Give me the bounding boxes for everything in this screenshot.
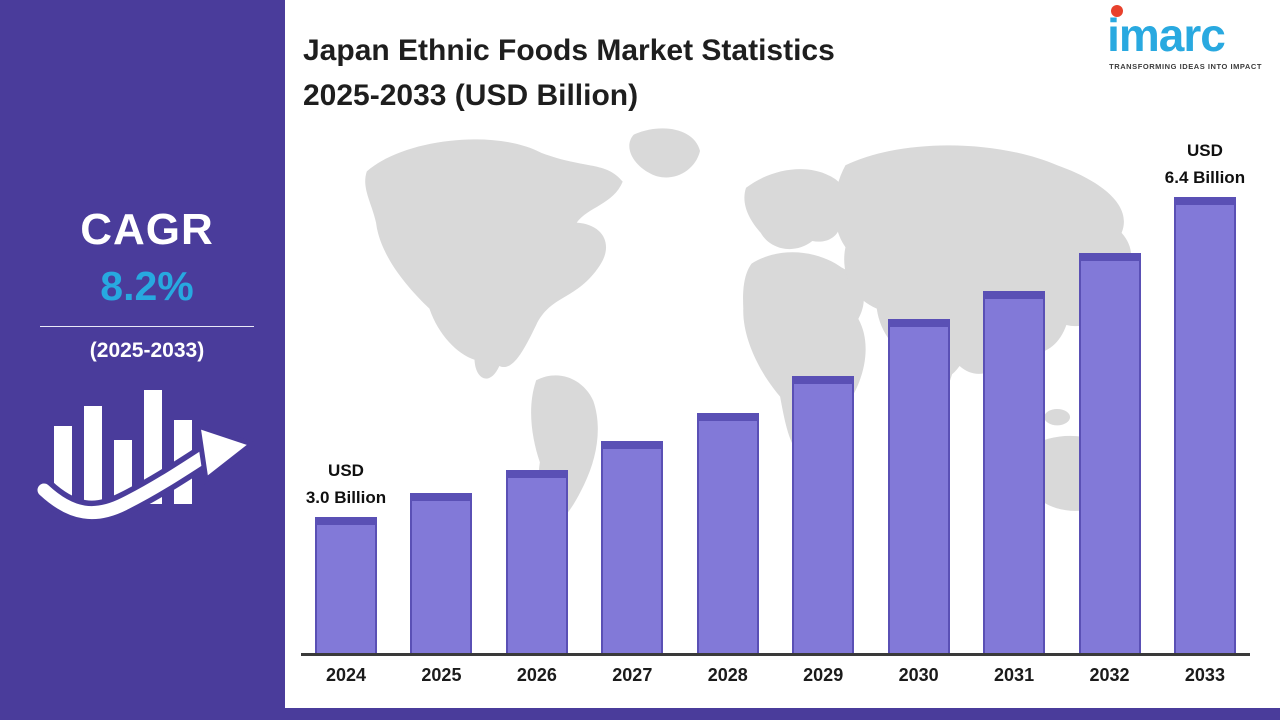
imarc-logo-dot — [1111, 5, 1124, 17]
bar-2024 — [315, 517, 377, 653]
bar-2031 — [983, 291, 1046, 653]
imarc-wordmark: imarc — [1107, 5, 1226, 61]
x-axis-line — [301, 653, 1250, 656]
x-axis-labels: 2024 2025 2026 2027 2028 2029 2030 2031 2032 2033 — [301, 665, 1250, 686]
bar-top-edge — [985, 293, 1044, 299]
bar-2032 — [1078, 253, 1141, 653]
page-title: Japan Ethnic Foods Market Statistics 202… — [303, 28, 835, 118]
x-axis-label: 2026 — [516, 665, 557, 685]
bar-column — [792, 376, 855, 653]
chart-panel: Japan Ethnic Foods Market Statistics 202… — [285, 0, 1280, 720]
bar-top-edge — [1080, 255, 1139, 261]
title-line-1: Japan Ethnic Foods Market Statistics — [303, 34, 835, 67]
bar-column — [887, 319, 950, 653]
x-axis-label: 2030 — [898, 665, 939, 685]
bar-column — [983, 291, 1046, 653]
title-line-2: 2025-2033 (USD Billion) — [303, 79, 639, 112]
bar-column — [696, 413, 759, 653]
bar-value-label: USD 3.0 Billion — [305, 461, 387, 507]
bottom-accent-strip — [285, 708, 1280, 720]
cagr-value: 8.2% — [100, 263, 194, 309]
bar-chart: USD 3.0 Billion USD 6.4 Billion 2024 2025 202… — [301, 141, 1250, 686]
bar-2025 — [410, 493, 473, 653]
cagr-period: (2025-2033) — [89, 339, 205, 362]
bar-2030 — [887, 319, 950, 653]
cagr-divider — [40, 326, 254, 327]
cagr-label: CAGR — [80, 205, 214, 254]
bar-top-edge — [698, 415, 757, 421]
bar-2026 — [505, 470, 568, 653]
bar-top-edge — [889, 321, 948, 327]
x-axis-label: 2032 — [1089, 665, 1130, 685]
x-axis-label: 2024 — [325, 665, 367, 685]
bar-2028 — [696, 413, 759, 653]
imarc-logo: imarc TRANSFORMING IDEAS INTO IMPACT — [1107, 5, 1262, 71]
bar-2027 — [601, 441, 664, 653]
bar-top-edge — [794, 378, 853, 384]
x-axis-label: 2029 — [803, 665, 844, 685]
bar-top-edge — [412, 495, 471, 501]
x-axis-label: 2028 — [707, 665, 748, 685]
x-axis-label: 2033 — [1184, 665, 1225, 685]
imarc-tagline: TRANSFORMING IDEAS INTO IMPACT — [1109, 62, 1262, 71]
bar-top-edge — [317, 519, 375, 525]
bar-top-edge — [1175, 199, 1234, 205]
bar-2033 — [1173, 197, 1236, 653]
bar-column — [505, 470, 568, 653]
bar-column — [410, 493, 473, 653]
bar-top-edge — [507, 472, 566, 478]
x-axis-label: 2025 — [421, 665, 462, 685]
x-axis-label: 2031 — [994, 665, 1035, 685]
bar-column: USD 3.0 Billion — [306, 458, 386, 653]
bar-column — [601, 441, 664, 653]
bar-top-edge — [603, 443, 662, 449]
x-axis-label: 2027 — [612, 665, 653, 685]
bar-column: USD 6.4 Billion — [1165, 138, 1245, 653]
bar-value-label: USD 6.4 Billion — [1164, 141, 1246, 187]
growth-chart-icon — [32, 358, 258, 528]
bar-column — [1078, 253, 1141, 653]
cagr-block: CAGR 8.2% (2025-2033) — [38, 205, 256, 363]
imarc-wordmark-text: imarc — [1107, 9, 1226, 61]
bars: USD 3.0 Billion USD 6.4 Billion — [301, 141, 1250, 653]
cagr-sidebar: CAGR 8.2% (2025-2033) — [0, 0, 285, 720]
bar-2029 — [792, 376, 855, 653]
